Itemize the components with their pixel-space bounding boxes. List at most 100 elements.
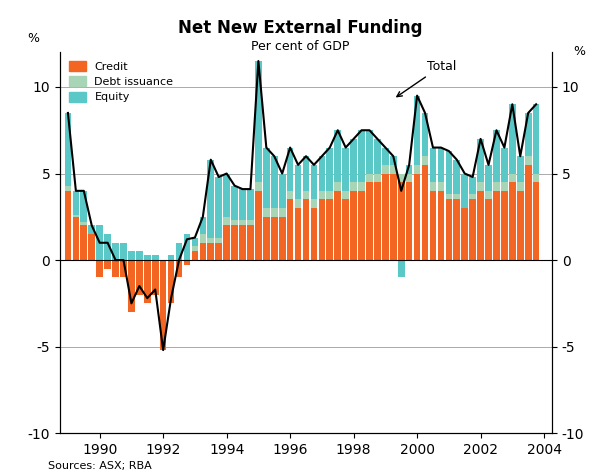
- Bar: [533, 104, 539, 174]
- Bar: [437, 148, 444, 182]
- Bar: [80, 222, 87, 226]
- Bar: [358, 182, 365, 191]
- Bar: [160, 260, 166, 350]
- Bar: [120, 243, 127, 260]
- Bar: [469, 194, 476, 199]
- Bar: [319, 191, 325, 199]
- Bar: [112, 243, 119, 260]
- Text: Per cent of GDP: Per cent of GDP: [251, 40, 349, 53]
- Bar: [263, 148, 269, 208]
- Bar: [73, 215, 79, 217]
- Bar: [239, 220, 246, 226]
- Bar: [334, 191, 341, 260]
- Bar: [326, 199, 333, 260]
- Bar: [88, 226, 95, 234]
- Bar: [128, 260, 135, 312]
- Bar: [454, 194, 460, 199]
- Bar: [136, 251, 143, 260]
- Bar: [422, 165, 428, 260]
- Bar: [200, 243, 206, 260]
- Bar: [454, 199, 460, 260]
- Bar: [144, 255, 151, 260]
- Y-axis label: %: %: [573, 45, 585, 58]
- Bar: [136, 260, 143, 295]
- Bar: [255, 182, 262, 191]
- Bar: [184, 234, 190, 260]
- Bar: [287, 148, 293, 191]
- Bar: [334, 130, 341, 182]
- Bar: [295, 199, 301, 208]
- Bar: [517, 156, 524, 182]
- Bar: [208, 238, 214, 243]
- Bar: [311, 208, 317, 260]
- Bar: [271, 208, 278, 217]
- Bar: [382, 165, 389, 174]
- Bar: [144, 260, 151, 303]
- Bar: [343, 148, 349, 191]
- Bar: [437, 191, 444, 260]
- Bar: [191, 238, 198, 246]
- Bar: [215, 238, 222, 243]
- Bar: [80, 226, 87, 260]
- Bar: [390, 156, 397, 165]
- Text: Net New External Funding: Net New External Funding: [178, 19, 422, 37]
- Bar: [215, 243, 222, 260]
- Bar: [422, 113, 428, 156]
- Bar: [446, 199, 452, 260]
- Bar: [271, 217, 278, 260]
- Bar: [200, 217, 206, 234]
- Bar: [414, 96, 421, 165]
- Bar: [382, 174, 389, 260]
- Bar: [374, 174, 381, 182]
- Bar: [437, 182, 444, 191]
- Bar: [469, 199, 476, 260]
- Bar: [73, 217, 79, 260]
- Bar: [366, 174, 373, 182]
- Bar: [406, 165, 412, 174]
- Bar: [223, 174, 230, 217]
- Bar: [247, 226, 254, 260]
- Bar: [97, 260, 103, 278]
- Bar: [231, 220, 238, 226]
- Bar: [73, 191, 79, 215]
- Bar: [390, 174, 397, 260]
- Bar: [366, 182, 373, 260]
- Bar: [525, 165, 532, 260]
- Bar: [184, 260, 190, 265]
- Bar: [104, 234, 111, 260]
- Bar: [334, 182, 341, 191]
- Bar: [366, 130, 373, 174]
- Y-axis label: %: %: [27, 32, 39, 45]
- Bar: [168, 255, 175, 260]
- Bar: [279, 217, 286, 260]
- Bar: [358, 130, 365, 182]
- Bar: [263, 208, 269, 217]
- Bar: [358, 191, 365, 260]
- Bar: [390, 165, 397, 174]
- Bar: [374, 182, 381, 260]
- Bar: [501, 191, 508, 260]
- Bar: [319, 199, 325, 260]
- Bar: [255, 61, 262, 182]
- Bar: [319, 156, 325, 191]
- Bar: [446, 194, 452, 199]
- Bar: [239, 226, 246, 260]
- Bar: [501, 148, 508, 182]
- Bar: [533, 174, 539, 182]
- Bar: [271, 156, 278, 208]
- Bar: [525, 156, 532, 165]
- Bar: [295, 208, 301, 260]
- Bar: [533, 182, 539, 260]
- Bar: [302, 199, 310, 260]
- Bar: [311, 165, 317, 199]
- Bar: [406, 174, 412, 182]
- Bar: [215, 177, 222, 238]
- Bar: [287, 191, 293, 199]
- Bar: [279, 208, 286, 217]
- Bar: [493, 182, 500, 191]
- Bar: [120, 260, 127, 278]
- Bar: [414, 174, 421, 260]
- Bar: [152, 260, 158, 295]
- Bar: [295, 165, 301, 199]
- Bar: [485, 165, 492, 191]
